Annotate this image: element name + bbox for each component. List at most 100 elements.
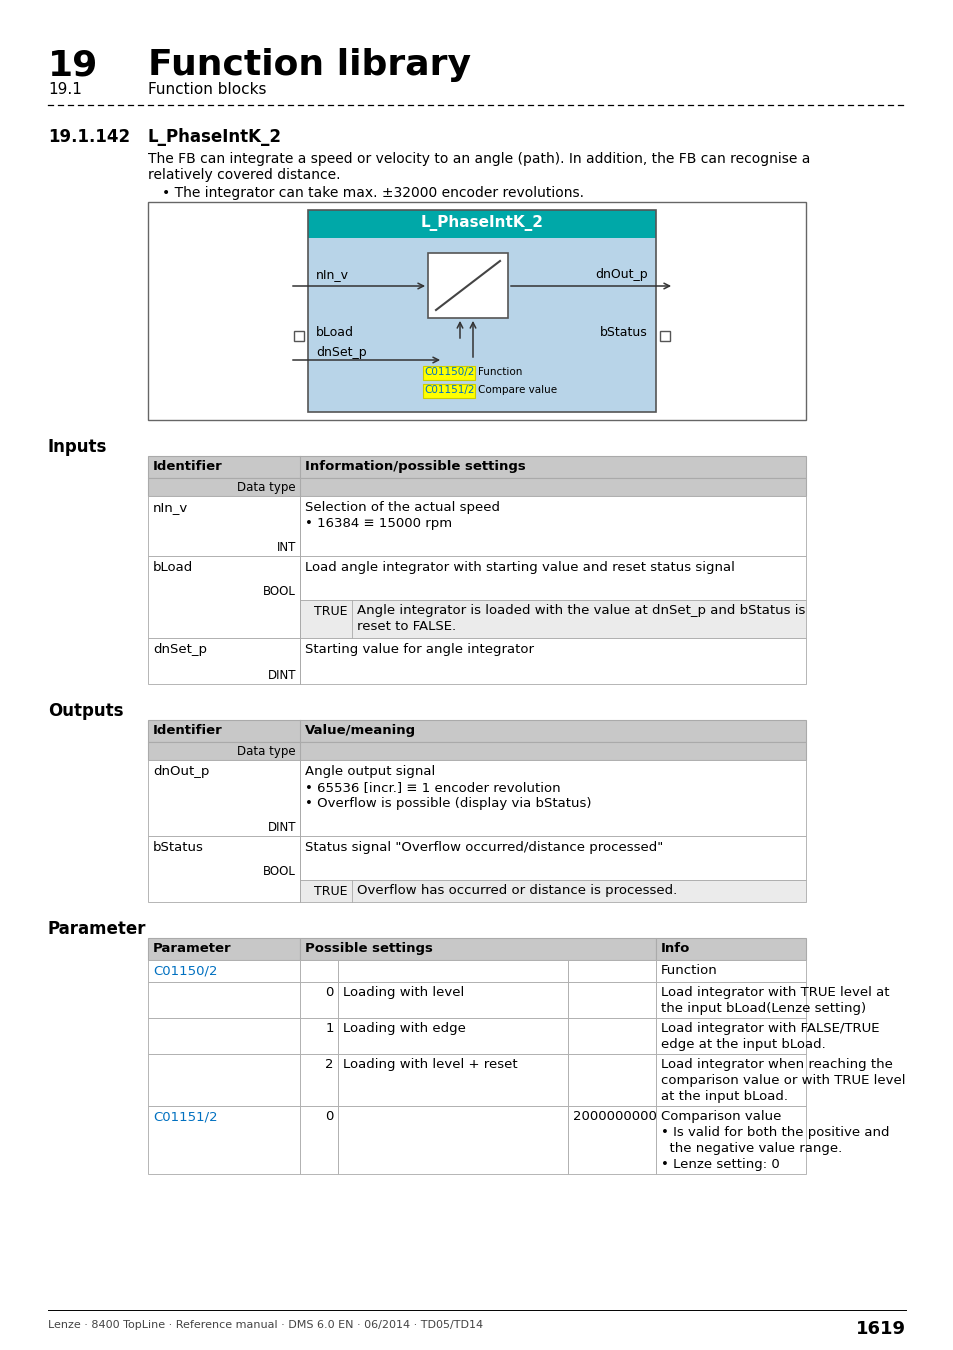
Text: TRUE: TRUE [314,605,348,618]
FancyBboxPatch shape [148,960,299,981]
FancyBboxPatch shape [148,478,805,495]
FancyBboxPatch shape [299,556,805,599]
Text: 0: 0 [325,986,334,999]
FancyBboxPatch shape [299,960,337,981]
Text: 1619: 1619 [855,1320,905,1338]
Text: 19.1.142: 19.1.142 [48,128,130,146]
Text: Compare value: Compare value [477,385,557,396]
Text: TRUE: TRUE [314,886,348,898]
Text: Lenze · 8400 TopLine · Reference manual · DMS 6.0 EN · 06/2014 · TD05/TD14: Lenze · 8400 TopLine · Reference manual … [48,1320,482,1330]
FancyBboxPatch shape [337,1106,567,1174]
FancyBboxPatch shape [299,760,805,836]
Text: Inputs: Inputs [48,437,108,456]
Text: Status signal "Overflow occurred/distance processed": Status signal "Overflow occurred/distanc… [305,841,662,855]
Text: dnOut_p: dnOut_p [152,765,209,778]
Text: • Lenze setting: 0: • Lenze setting: 0 [660,1158,779,1170]
Text: Load integrator when reaching the: Load integrator when reaching the [660,1058,892,1071]
Text: 19.1: 19.1 [48,82,82,97]
FancyBboxPatch shape [148,760,299,836]
Text: Loading with edge: Loading with edge [343,1022,465,1035]
FancyBboxPatch shape [337,1054,567,1106]
FancyBboxPatch shape [299,836,805,880]
Text: Function blocks: Function blocks [148,82,266,97]
Text: Outputs: Outputs [48,702,123,720]
Text: C01150/2: C01150/2 [423,367,474,377]
Text: C01151/2: C01151/2 [423,385,474,396]
FancyBboxPatch shape [567,1018,656,1054]
Text: 1: 1 [325,1022,334,1035]
Text: nIn_v: nIn_v [152,501,188,514]
Text: • 65536 [incr.] ≡ 1 encoder revolution: • 65536 [incr.] ≡ 1 encoder revolution [305,782,560,794]
Text: bLoad: bLoad [315,325,354,339]
FancyBboxPatch shape [299,599,805,639]
FancyBboxPatch shape [148,720,805,743]
Text: L_PhaseIntK_2: L_PhaseIntK_2 [420,215,543,231]
FancyBboxPatch shape [567,1106,656,1174]
FancyBboxPatch shape [299,639,805,684]
Text: relatively covered distance.: relatively covered distance. [148,167,340,182]
FancyBboxPatch shape [337,981,567,1018]
FancyBboxPatch shape [299,1106,337,1174]
Text: dnSet_p: dnSet_p [152,643,207,656]
FancyBboxPatch shape [148,1018,299,1054]
FancyBboxPatch shape [308,211,656,238]
Text: Parameter: Parameter [48,919,147,938]
Text: Info: Info [660,942,690,954]
FancyBboxPatch shape [659,331,669,342]
Text: Identifier: Identifier [152,724,222,737]
Text: Angle output signal: Angle output signal [305,765,435,778]
Text: Function: Function [477,367,522,377]
FancyBboxPatch shape [656,1106,805,1174]
FancyBboxPatch shape [567,1054,656,1106]
FancyBboxPatch shape [299,981,337,1018]
Text: BOOL: BOOL [263,585,295,598]
FancyBboxPatch shape [148,556,299,639]
Text: 19: 19 [48,49,98,82]
FancyBboxPatch shape [148,456,805,478]
Text: BOOL: BOOL [263,865,295,878]
Text: comparison value or with TRUE level: comparison value or with TRUE level [660,1075,904,1087]
Text: Possible settings: Possible settings [305,942,433,954]
FancyBboxPatch shape [148,1106,299,1174]
Text: Starting value for angle integrator: Starting value for angle integrator [305,643,534,656]
Text: bLoad: bLoad [152,562,193,574]
Text: • Is valid for both the positive and: • Is valid for both the positive and [660,1126,888,1139]
Text: INT: INT [276,541,295,554]
FancyBboxPatch shape [299,1054,337,1106]
Text: Data type: Data type [237,481,295,494]
Text: Information/possible settings: Information/possible settings [305,460,525,472]
Text: Overflow has occurred or distance is processed.: Overflow has occurred or distance is pro… [356,884,677,896]
FancyBboxPatch shape [567,960,656,981]
FancyBboxPatch shape [148,981,299,1018]
Text: 2000000000: 2000000000 [573,1110,657,1123]
Text: Selection of the actual speed: Selection of the actual speed [305,501,499,514]
FancyBboxPatch shape [294,331,304,342]
Text: dnOut_p: dnOut_p [595,269,647,281]
FancyBboxPatch shape [422,383,475,398]
FancyBboxPatch shape [148,202,805,420]
FancyBboxPatch shape [656,981,805,1018]
FancyBboxPatch shape [422,366,475,379]
FancyBboxPatch shape [148,1054,299,1106]
FancyBboxPatch shape [148,639,299,684]
Text: nIn_v: nIn_v [315,269,349,281]
FancyBboxPatch shape [148,938,299,960]
Text: C01151/2: C01151/2 [152,1110,217,1123]
Text: dnSet_p: dnSet_p [315,346,366,359]
FancyBboxPatch shape [148,743,805,760]
FancyBboxPatch shape [656,960,805,981]
FancyBboxPatch shape [337,960,567,981]
Text: DINT: DINT [267,670,295,682]
Text: Data type: Data type [237,745,295,757]
Text: • The integrator can take max. ±32000 encoder revolutions.: • The integrator can take max. ±32000 en… [162,186,583,200]
Text: at the input bLoad.: at the input bLoad. [660,1089,787,1103]
Text: DINT: DINT [267,821,295,834]
Text: Load integrator with FALSE/TRUE: Load integrator with FALSE/TRUE [660,1022,879,1035]
Text: Angle integrator is loaded with the value at dnSet_p and bStatus is: Angle integrator is loaded with the valu… [356,603,804,617]
FancyBboxPatch shape [299,1018,337,1054]
FancyBboxPatch shape [299,880,805,902]
Text: L_PhaseIntK_2: L_PhaseIntK_2 [148,128,282,146]
FancyBboxPatch shape [656,1018,805,1054]
FancyBboxPatch shape [299,938,656,960]
FancyBboxPatch shape [656,1054,805,1106]
